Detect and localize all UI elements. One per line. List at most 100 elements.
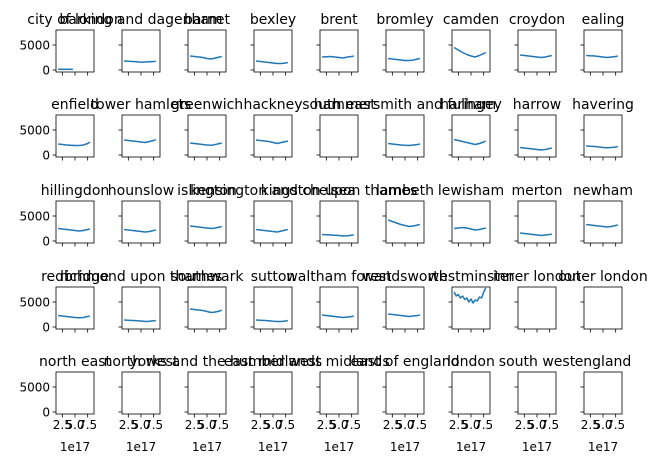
axes-frame <box>253 286 293 330</box>
axes-frame <box>253 200 293 244</box>
series-line <box>256 139 288 145</box>
x-tick-label: 5.0 <box>461 418 480 432</box>
series-line <box>586 145 618 149</box>
series-line <box>58 227 90 232</box>
panel-title: wandsworth <box>362 269 447 285</box>
axes-frame <box>583 29 623 73</box>
panel-title: england <box>575 354 632 370</box>
series-line <box>190 55 222 60</box>
panel-title: barnet <box>184 12 230 28</box>
axes-frame <box>517 371 557 415</box>
panel-title: hammersmith and fulham <box>314 97 496 113</box>
series-line <box>256 60 288 65</box>
axes-frame <box>517 286 557 330</box>
axes-frame <box>451 371 491 415</box>
x-tick-label: 2.5 <box>53 418 72 432</box>
series-line <box>388 57 420 62</box>
series-line <box>520 146 552 151</box>
panel-title: city of london <box>27 12 122 28</box>
panel-title: north east <box>39 354 111 370</box>
series-line <box>124 228 156 233</box>
x-offset-label: 1e17 <box>456 440 486 454</box>
axes-frame <box>517 200 557 244</box>
axes-frame <box>187 29 227 73</box>
y-tick-label: 0 <box>42 321 50 335</box>
x-offset-label: 1e17 <box>60 440 90 454</box>
axes-frame <box>451 114 491 158</box>
axes-frame <box>517 29 557 73</box>
panel-title: hackney <box>243 97 302 113</box>
y-tick-label: 5000 <box>19 124 50 138</box>
axes-frame <box>319 29 359 73</box>
x-tick-label: 2.5 <box>581 418 600 432</box>
axes-frame <box>583 200 623 244</box>
series-line <box>322 233 354 237</box>
series-line <box>388 142 420 147</box>
panel-title: havering <box>572 97 634 113</box>
x-tick-label: 2.5 <box>251 418 270 432</box>
x-tick-label: 7.5 <box>144 418 163 432</box>
x-tick-label: 7.5 <box>342 418 361 432</box>
panel-title: bexley <box>250 12 296 28</box>
x-tick-label: 5.0 <box>263 418 282 432</box>
x-offset-label: 1e17 <box>390 440 420 454</box>
axes-frame <box>583 114 623 158</box>
x-tick-label: 5.0 <box>527 418 546 432</box>
axes-frame <box>583 371 623 415</box>
axes-frame <box>121 29 161 73</box>
x-tick-label: 5.0 <box>593 418 612 432</box>
series-line <box>586 54 618 59</box>
axes-frame <box>319 286 359 330</box>
panel-title: richmond upon thames <box>60 269 223 285</box>
panel-title: enfield <box>51 97 99 113</box>
axes-frame <box>187 286 227 330</box>
panel-title: inner london <box>493 269 581 285</box>
panel-title: outer london <box>558 269 647 285</box>
axes-frame <box>55 29 95 73</box>
axes-frame <box>121 200 161 244</box>
x-tick-label: 5.0 <box>329 418 348 432</box>
panel-title: bromley <box>376 12 433 28</box>
axes-frame <box>187 114 227 158</box>
panel-title: haringey <box>440 97 502 113</box>
panel-title: sutton <box>251 269 296 285</box>
x-tick-label: 7.5 <box>408 418 427 432</box>
x-tick-label: 2.5 <box>449 418 468 432</box>
x-tick-label: 7.5 <box>78 418 97 432</box>
axes-frame <box>55 371 95 415</box>
series-line <box>453 287 487 304</box>
y-tick-label: 5000 <box>19 39 50 53</box>
axes-frame <box>385 371 425 415</box>
panel-title: southwark <box>171 269 245 285</box>
series-line <box>520 232 552 237</box>
axes-frame <box>385 114 425 158</box>
x-tick-label: 7.5 <box>474 418 493 432</box>
panel-title: croydon <box>509 12 565 28</box>
panel-title: greenwich <box>171 97 243 113</box>
series-line <box>322 314 354 319</box>
x-tick-label: 5.0 <box>131 418 150 432</box>
axes-frame <box>121 114 161 158</box>
panel-title: harrow <box>513 97 561 113</box>
axes-frame <box>319 200 359 244</box>
axes-frame <box>187 200 227 244</box>
axes-frame <box>451 286 491 330</box>
x-tick-label: 5.0 <box>197 418 216 432</box>
panel-title: merton <box>512 183 563 199</box>
x-offset-label: 1e17 <box>588 440 618 454</box>
axes-frame <box>319 114 359 158</box>
axes-frame <box>253 29 293 73</box>
series-line <box>453 46 487 58</box>
x-tick-label: 5.0 <box>395 418 414 432</box>
y-tick-label: 0 <box>42 64 50 78</box>
panel-title: kingston upon thames <box>261 183 418 199</box>
series-line <box>58 314 90 319</box>
x-tick-label: 2.5 <box>515 418 534 432</box>
series-line <box>586 223 618 228</box>
x-tick-label: 7.5 <box>540 418 559 432</box>
x-offset-label: 1e17 <box>192 440 222 454</box>
panel-title: lewisham <box>438 183 504 199</box>
panel-title: east of england <box>351 354 460 370</box>
axes-frame <box>517 114 557 158</box>
